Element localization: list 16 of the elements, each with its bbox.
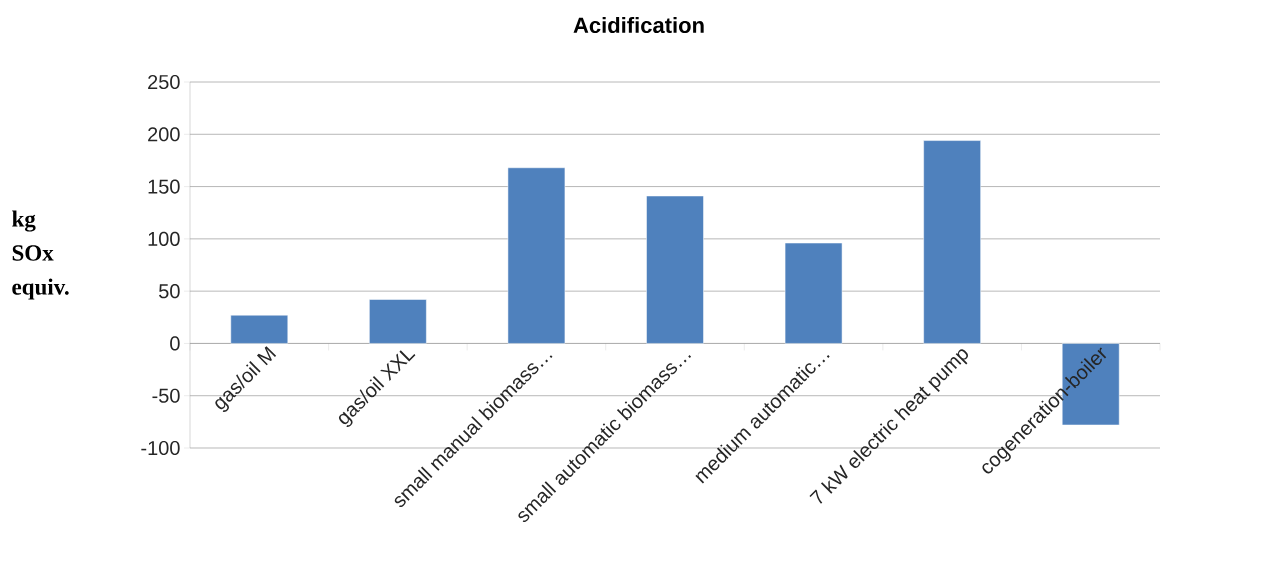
chart-title: Acidification <box>573 16 704 34</box>
bar <box>369 299 427 344</box>
y-tick-label: 200 <box>148 127 180 142</box>
y-tick-label: -50 <box>152 388 180 403</box>
bar <box>230 314 289 344</box>
y-axis-title: kg SOx equiv. <box>12 210 69 300</box>
y-tick-label: 0 <box>170 336 180 351</box>
y-tick-label: -100 <box>141 440 180 456</box>
y-tick-label: 50 <box>159 284 180 299</box>
bar <box>923 140 981 344</box>
bar <box>507 167 566 344</box>
y-tick-label: 100 <box>148 231 180 246</box>
bar <box>784 242 843 344</box>
y-tick-label: 150 <box>148 179 180 194</box>
y-tick-label: 250 <box>148 74 180 90</box>
bar <box>646 195 704 344</box>
